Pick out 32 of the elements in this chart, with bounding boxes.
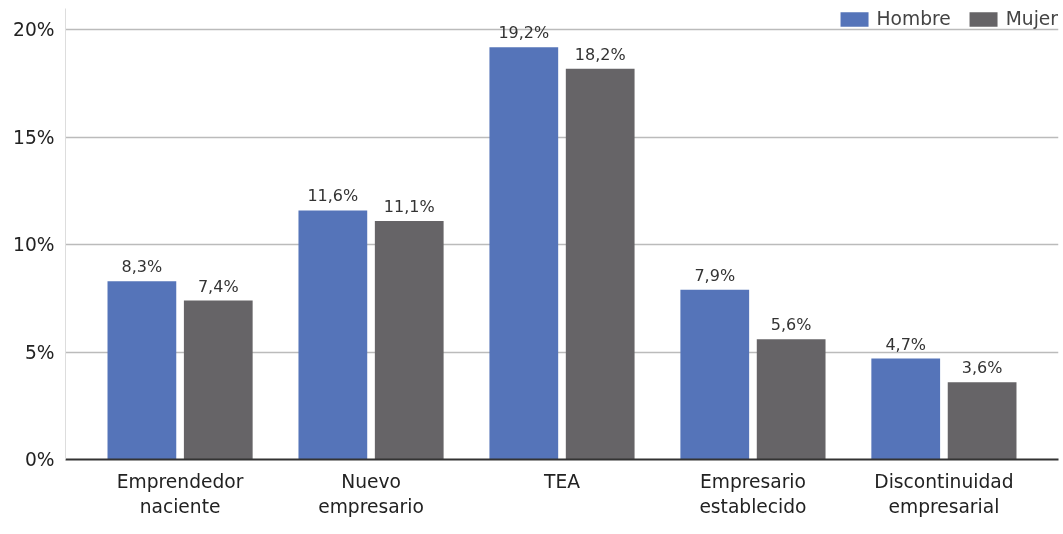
x-tick-label: Nuevo empresario (318, 470, 424, 517)
data-label: 8,3% (121, 257, 163, 277)
legend-label: Hombre (876, 8, 951, 29)
y-tick-label: 5% (24, 341, 55, 363)
legend-label: Mujer (1005, 8, 1058, 29)
data-label: 7,9% (694, 265, 736, 285)
x-tick-label: Empresario establecido (699, 470, 807, 517)
data-label: 11,1% (383, 197, 435, 217)
data-label: 19,2% (498, 23, 550, 43)
bar (107, 281, 177, 460)
y-tick-label: 0% (24, 449, 55, 470)
x-tick-label: Discontinuidad empresarial (874, 470, 1014, 517)
bar (756, 339, 826, 460)
bar (680, 289, 750, 460)
bar (183, 300, 253, 460)
bar (947, 382, 1017, 460)
bar (871, 358, 941, 460)
x-tick-label: Emprendedor naciente (116, 470, 244, 517)
y-tick-label: 20% (13, 19, 55, 41)
data-label: 11,6% (307, 186, 359, 206)
data-label: 5,6% (770, 315, 812, 335)
bar (565, 68, 635, 460)
y-tick-label: 15% (13, 126, 55, 148)
x-tick-label: TEA (543, 470, 581, 492)
bar (298, 210, 368, 460)
data-label: 7,4% (197, 276, 239, 296)
data-label: 4,7% (885, 334, 927, 354)
bar (374, 221, 444, 460)
data-label: 18,2% (574, 44, 626, 64)
data-label: 3,6% (961, 358, 1003, 378)
bar (489, 47, 559, 460)
y-tick-label: 10% (13, 234, 55, 256)
